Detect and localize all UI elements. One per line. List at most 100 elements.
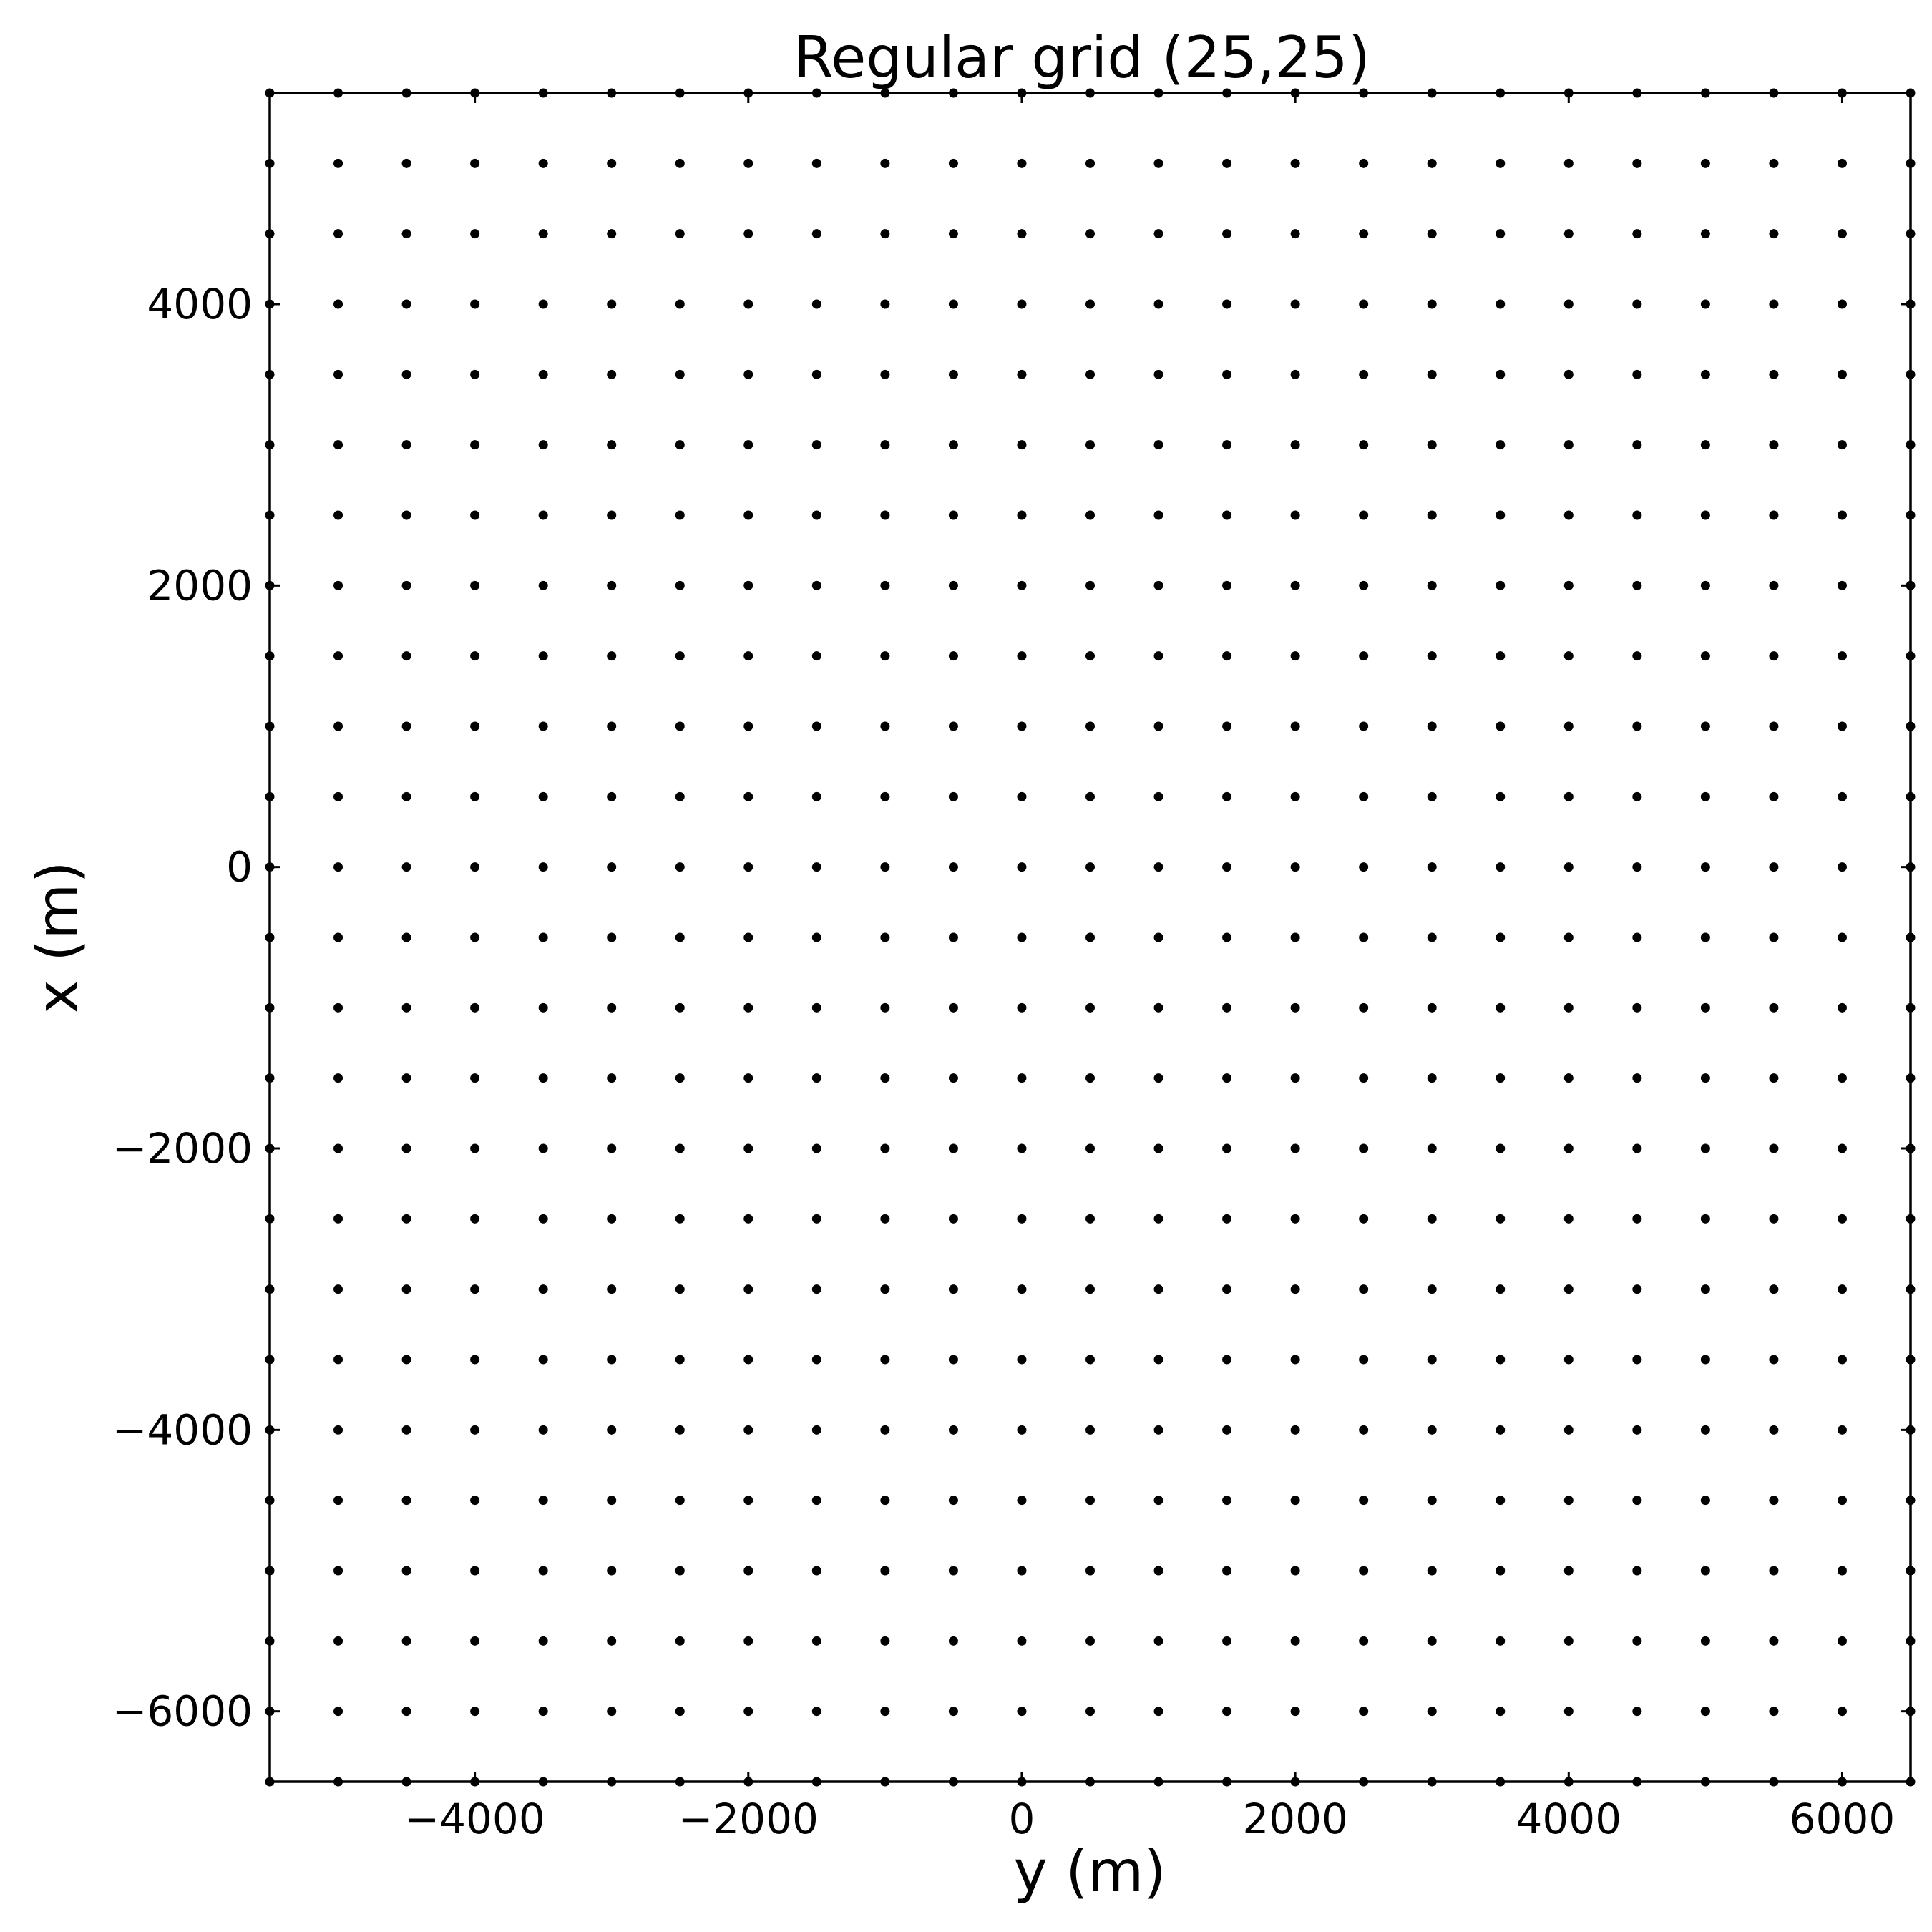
grid-point xyxy=(470,1496,480,1506)
grid-point xyxy=(538,1002,548,1013)
grid-point xyxy=(948,1143,958,1153)
grid-point xyxy=(607,440,617,450)
grid-point xyxy=(401,1002,411,1013)
grid-point xyxy=(1359,440,1369,450)
grid-point xyxy=(743,369,753,379)
grid-point xyxy=(607,721,617,731)
grid-point xyxy=(1700,1425,1710,1435)
grid-point xyxy=(470,1355,480,1365)
grid-point xyxy=(607,1355,617,1365)
grid-point xyxy=(538,1636,548,1646)
grid-point xyxy=(1700,299,1710,309)
grid-point xyxy=(401,1073,411,1083)
grid-point xyxy=(1427,1566,1437,1576)
grid-point xyxy=(538,651,548,661)
grid-point xyxy=(1700,1566,1710,1576)
grid-point xyxy=(811,1355,821,1365)
grid-point xyxy=(1085,1143,1095,1153)
grid-point xyxy=(1359,1425,1369,1435)
grid-point xyxy=(675,651,685,661)
grid-point xyxy=(1563,510,1574,520)
grid-point xyxy=(1085,932,1095,942)
grid-point xyxy=(607,299,617,309)
grid-point xyxy=(1153,1566,1163,1576)
y-tick-label: −2000 xyxy=(112,1124,253,1173)
grid-point xyxy=(1427,510,1437,520)
grid-point xyxy=(1222,1143,1232,1153)
grid-point xyxy=(1017,791,1027,801)
grid-point xyxy=(1017,1425,1027,1435)
grid-point xyxy=(333,1566,343,1576)
grid-point xyxy=(1427,299,1437,309)
grid-point xyxy=(1017,932,1027,942)
grid-point xyxy=(1496,580,1506,590)
grid-point xyxy=(1427,229,1437,239)
grid-point xyxy=(1222,1355,1232,1365)
grid-point xyxy=(1700,1073,1710,1083)
grid-point xyxy=(1153,791,1163,801)
grid-point xyxy=(1632,1284,1642,1294)
grid-point xyxy=(743,932,753,942)
grid-point xyxy=(1359,862,1369,872)
grid-point xyxy=(1290,580,1300,590)
grid-point xyxy=(1632,510,1642,520)
grid-point xyxy=(1837,1636,1847,1646)
grid-point xyxy=(1359,1002,1369,1013)
grid-point xyxy=(470,369,480,379)
grid-point xyxy=(743,1284,753,1294)
grid-point xyxy=(1496,932,1506,942)
grid-point xyxy=(1700,1214,1710,1224)
grid-point xyxy=(675,721,685,731)
grid-point xyxy=(1290,1636,1300,1646)
grid-point xyxy=(948,1214,958,1224)
grid-point xyxy=(1563,862,1574,872)
y-tick-label: −4000 xyxy=(112,1405,253,1454)
grid-point xyxy=(333,158,343,168)
grid-point xyxy=(333,580,343,590)
grid-point xyxy=(1427,1636,1437,1646)
grid-point xyxy=(743,580,753,590)
grid-point xyxy=(1837,440,1847,450)
grid-point xyxy=(1153,369,1163,379)
grid-point xyxy=(538,721,548,731)
grid-point xyxy=(811,440,821,450)
grid-point xyxy=(1017,1355,1027,1365)
grid-point xyxy=(743,440,753,450)
grid-point xyxy=(333,721,343,731)
grid-point xyxy=(948,1284,958,1294)
grid-point xyxy=(1563,1143,1574,1153)
grid-point xyxy=(607,229,617,239)
grid-point xyxy=(880,721,890,731)
grid-point xyxy=(811,510,821,520)
grid-point xyxy=(743,158,753,168)
grid-point xyxy=(1769,1002,1779,1013)
grid-point xyxy=(1290,229,1300,239)
grid-point xyxy=(948,1073,958,1083)
grid-point xyxy=(811,1002,821,1013)
grid-point xyxy=(401,1425,411,1435)
grid-point xyxy=(470,1566,480,1576)
grid-point xyxy=(880,510,890,520)
grid-point xyxy=(607,1284,617,1294)
grid-point xyxy=(1085,1284,1095,1294)
grid-point xyxy=(1085,369,1095,379)
grid-point xyxy=(675,510,685,520)
grid-point xyxy=(470,1425,480,1435)
grid-point xyxy=(880,932,890,942)
grid-point xyxy=(401,651,411,661)
grid-point xyxy=(538,1214,548,1224)
grid-point xyxy=(333,229,343,239)
grid-point xyxy=(1563,1636,1574,1646)
grid-point xyxy=(1222,1496,1232,1506)
grid-point xyxy=(1837,1496,1847,1506)
grid-point xyxy=(1017,1496,1027,1506)
grid-point xyxy=(1153,1355,1163,1365)
grid-point xyxy=(811,1636,821,1646)
grid-point xyxy=(1700,862,1710,872)
grid-point xyxy=(811,229,821,239)
grid-point xyxy=(675,1566,685,1576)
grid-point xyxy=(1700,651,1710,661)
grid-point xyxy=(1700,158,1710,168)
grid-point xyxy=(333,369,343,379)
grid-point xyxy=(1837,862,1847,872)
